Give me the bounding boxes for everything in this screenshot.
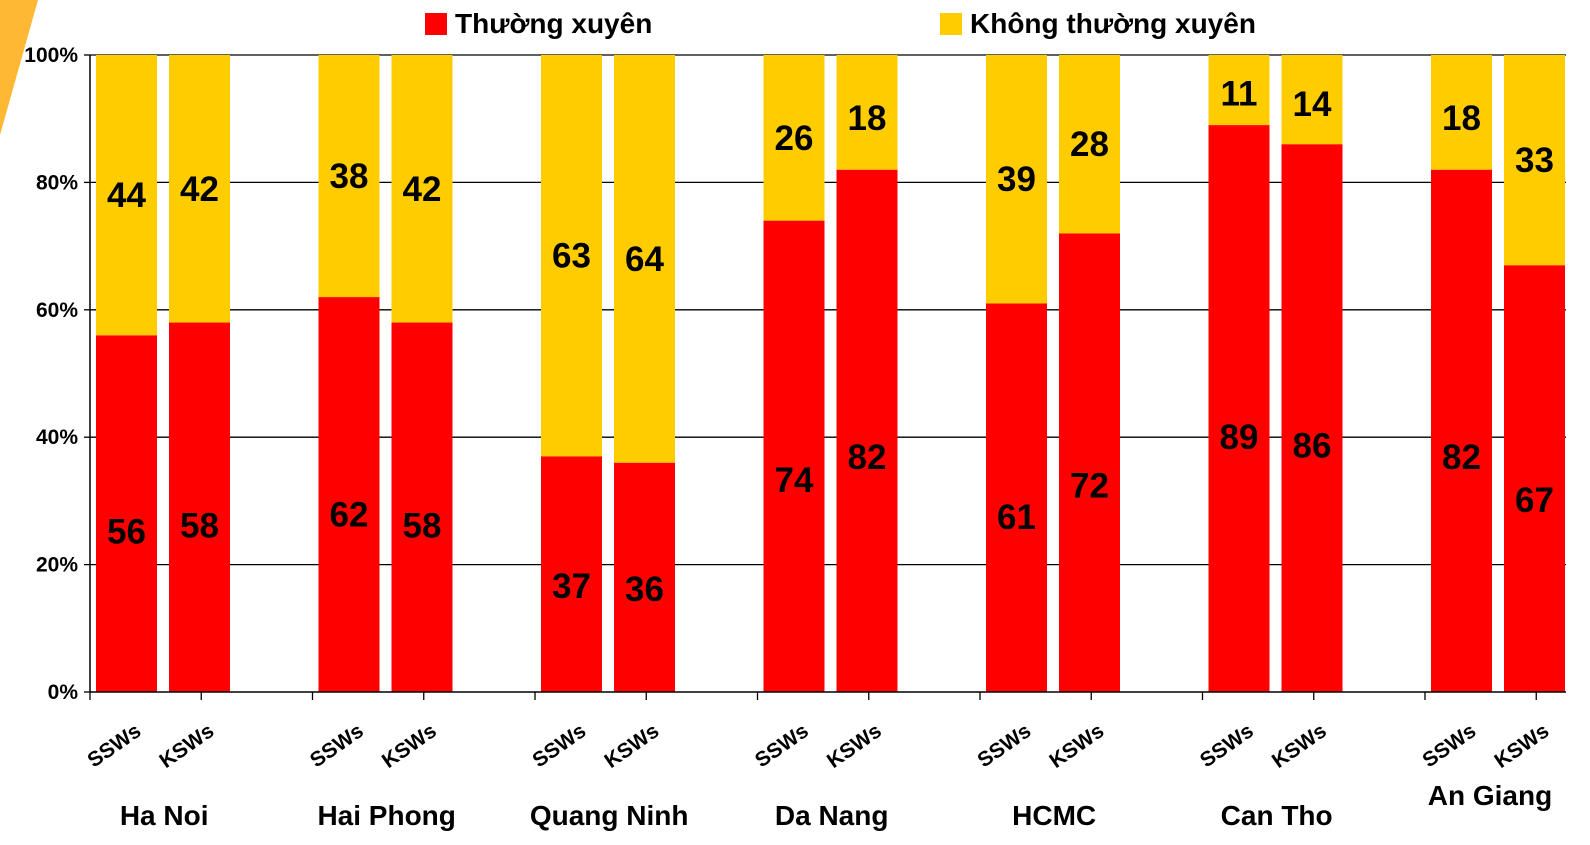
bar-th-ng-xuy-n-hcmc-ssws <box>986 303 1047 692</box>
data-label-th-ng-xuy-n-hcmc-ssws: 61 <box>997 498 1036 537</box>
data-label-th-ng-xuy-n-ha-noi-ksws: 58 <box>180 507 219 546</box>
bar-kh-ng-th-ng-xuy-n-can-tho-ssws <box>1208 55 1270 126</box>
data-label-th-ng-xuy-n-da-nang-ksws: 82 <box>848 438 887 477</box>
x-sublabel-can-tho-ksws: KSWs <box>1268 719 1331 773</box>
bar-th-ng-xuy-n-an-giang-ksws <box>1504 265 1565 692</box>
x-sublabel-can-tho-ssws: SSWs <box>1196 719 1258 772</box>
data-label-th-ng-xuy-n-can-tho-ssws: 89 <box>1220 418 1259 457</box>
data-label-kh-ng-th-ng-xuy-n-ha-noi-ksws: 42 <box>180 170 219 209</box>
bar-th-ng-xuy-n-ha-noi-ssws <box>96 335 157 692</box>
data-label-th-ng-xuy-n-ha-noi-ssws: 56 <box>107 512 146 551</box>
data-label-kh-ng-th-ng-xuy-n-hai-phong-ssws: 38 <box>330 157 369 196</box>
data-label-kh-ng-th-ng-xuy-n-hai-phong-ksws: 42 <box>403 170 442 209</box>
bar-th-ng-xuy-n-can-tho-ssws <box>1208 125 1270 692</box>
y-tick-label: 60% <box>36 299 78 322</box>
y-tick-label: 40% <box>36 426 78 449</box>
data-label-th-ng-xuy-n-an-giang-ssws: 82 <box>1442 438 1481 477</box>
x-sublabel-ha-noi-ssws: SSWs <box>83 719 145 772</box>
data-label-kh-ng-th-ng-xuy-n-an-giang-ssws: 18 <box>1442 99 1481 138</box>
x-sublabel-hcmc-ssws: SSWs <box>973 719 1035 772</box>
x-group-label-ha-noi: Ha Noi <box>120 800 209 831</box>
bar-kh-ng-th-ng-xuy-n-hcmc-ssws <box>986 55 1047 304</box>
bar-th-ng-xuy-n-quang-ninh-ksws <box>614 462 675 692</box>
data-label-kh-ng-th-ng-xuy-n-quang-ninh-ksws: 64 <box>625 240 664 279</box>
data-label-kh-ng-th-ng-xuy-n-da-nang-ssws: 26 <box>775 119 814 158</box>
x-sublabel-quang-ninh-ssws: SSWs <box>528 719 590 772</box>
data-label-th-ng-xuy-n-hcmc-ksws: 72 <box>1070 467 1109 506</box>
bar-th-ng-xuy-n-hcmc-ksws <box>1059 233 1120 693</box>
data-label-th-ng-xuy-n-hai-phong-ksws: 58 <box>403 507 442 546</box>
legend-swatch-regular <box>425 13 447 35</box>
bar-th-ng-xuy-n-ha-noi-ksws <box>169 322 230 692</box>
bar-kh-ng-th-ng-xuy-n-quang-ninh-ksws <box>614 55 675 463</box>
bar-kh-ng-th-ng-xuy-n-an-giang-ksws <box>1504 55 1565 266</box>
data-label-th-ng-xuy-n-quang-ninh-ssws: 37 <box>552 567 591 606</box>
bar-kh-ng-th-ng-xuy-n-ha-noi-ksws <box>169 55 230 323</box>
bar-kh-ng-th-ng-xuy-n-can-tho-ksws <box>1281 55 1343 145</box>
x-group-label-hcmc: HCMC <box>1012 800 1096 831</box>
data-label-kh-ng-th-ng-xuy-n-hcmc-ssws: 39 <box>997 160 1036 199</box>
x-group-label-hai-phong: Hai Phong <box>317 800 455 831</box>
data-label-kh-ng-th-ng-xuy-n-can-tho-ksws: 14 <box>1293 85 1332 124</box>
bar-th-ng-xuy-n-da-nang-ksws <box>836 169 898 692</box>
legend-label-irregular: Không thường xuyên <box>970 8 1256 39</box>
bar-kh-ng-th-ng-xuy-n-da-nang-ssws <box>763 55 825 221</box>
bar-th-ng-xuy-n-hai-phong-ssws <box>318 297 380 692</box>
bar-kh-ng-th-ng-xuy-n-da-nang-ksws <box>836 55 898 170</box>
data-label-kh-ng-th-ng-xuy-n-quang-ninh-ssws: 63 <box>552 237 591 276</box>
legend-label-regular: Thường xuyên <box>455 8 653 39</box>
y-tick-label: 100% <box>24 44 78 67</box>
data-label-th-ng-xuy-n-an-giang-ksws: 67 <box>1515 481 1554 520</box>
legend-swatch-irregular <box>940 13 962 35</box>
bar-kh-ng-th-ng-xuy-n-hai-phong-ksws <box>391 55 453 323</box>
data-label-kh-ng-th-ng-xuy-n-an-giang-ksws: 33 <box>1515 141 1554 180</box>
bar-kh-ng-th-ng-xuy-n-an-giang-ssws <box>1431 55 1492 170</box>
x-group-label-da-nang: Da Nang <box>775 800 889 831</box>
legend-item-irregular: Không thường xuyên <box>940 6 1256 42</box>
x-sublabel-hai-phong-ssws: SSWs <box>306 719 368 772</box>
bar-th-ng-xuy-n-can-tho-ksws <box>1281 144 1343 692</box>
x-sublabel-an-giang-ssws: SSWs <box>1418 719 1480 772</box>
data-label-th-ng-xuy-n-hai-phong-ssws: 62 <box>330 495 369 534</box>
x-sublabel-da-nang-ksws: KSWs <box>823 719 886 773</box>
data-label-th-ng-xuy-n-quang-ninh-ksws: 36 <box>625 570 664 609</box>
bar-th-ng-xuy-n-hai-phong-ksws <box>391 322 453 692</box>
orange-accent-shape <box>0 0 38 135</box>
bar-th-ng-xuy-n-da-nang-ssws <box>763 220 825 692</box>
y-tick-label: 0% <box>48 681 79 704</box>
x-sublabel-ha-noi-ksws: KSWs <box>155 719 218 773</box>
data-label-kh-ng-th-ng-xuy-n-da-nang-ksws: 18 <box>848 99 887 138</box>
bar-kh-ng-th-ng-xuy-n-quang-ninh-ssws <box>541 55 602 457</box>
bar-kh-ng-th-ng-xuy-n-hcmc-ksws <box>1059 55 1120 234</box>
data-label-kh-ng-th-ng-xuy-n-can-tho-ssws: 11 <box>1221 75 1258 114</box>
x-sublabel-hcmc-ksws: KSWs <box>1045 719 1108 773</box>
bar-kh-ng-th-ng-xuy-n-ha-noi-ssws <box>96 55 157 336</box>
x-group-label-can-tho: Can Tho <box>1221 800 1333 831</box>
legend-item-regular: Thường xuyên <box>425 6 652 42</box>
x-sublabel-quang-ninh-ksws: KSWs <box>600 719 663 773</box>
y-tick-label: 80% <box>36 171 78 194</box>
data-label-kh-ng-th-ng-xuy-n-hcmc-ksws: 28 <box>1070 125 1109 164</box>
data-label-th-ng-xuy-n-da-nang-ssws: 74 <box>775 461 814 500</box>
x-sublabel-hai-phong-ksws: KSWs <box>378 719 441 773</box>
x-group-label-an-giang: An Giang <box>1428 780 1552 811</box>
data-label-th-ng-xuy-n-can-tho-ksws: 86 <box>1293 426 1332 465</box>
data-label-kh-ng-th-ng-xuy-n-ha-noi-ssws: 44 <box>107 176 146 215</box>
bar-kh-ng-th-ng-xuy-n-hai-phong-ssws <box>318 55 380 298</box>
bar-th-ng-xuy-n-an-giang-ssws <box>1431 169 1492 692</box>
x-group-label-quang-ninh: Quang Ninh <box>530 800 689 831</box>
y-tick-label: 20% <box>36 554 78 577</box>
bar-th-ng-xuy-n-quang-ninh-ssws <box>541 456 602 692</box>
x-sublabel-an-giang-ksws: KSWs <box>1490 719 1553 773</box>
x-sublabel-da-nang-ssws: SSWs <box>751 719 813 772</box>
